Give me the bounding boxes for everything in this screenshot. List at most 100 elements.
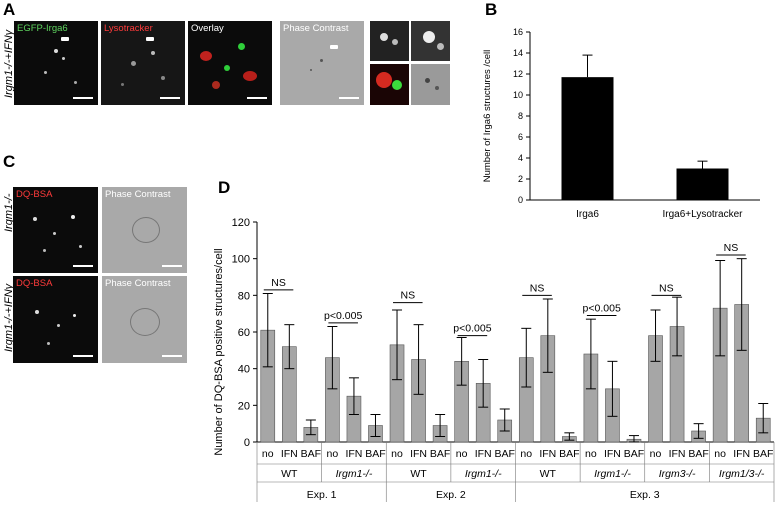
y-tick-label: 0 [518, 195, 523, 205]
x-tick-label: IFN [604, 448, 621, 460]
genotype-label: Irgm1-/- [594, 468, 631, 480]
x-tick-label: no [456, 448, 468, 460]
inset-lysotracker [411, 21, 450, 61]
genotype-label: WT [540, 468, 557, 480]
significance-label: p<0.005 [324, 310, 362, 322]
y-axis-title: Number of DQ-BSA positive structures/cel… [213, 248, 225, 455]
y-tick-label: 2 [518, 174, 523, 184]
x-tick-label: BAF [688, 448, 708, 460]
x-tick-label: IFN [539, 448, 556, 460]
bar [561, 77, 614, 200]
panel-letter-a: A [3, 0, 16, 19]
phase-contrast-label: Phase Contrast [283, 23, 349, 34]
x-tick-label: BAF [365, 448, 385, 460]
x-tick-label: no [585, 448, 597, 460]
phase-contrast-label: Phase Contrast [105, 278, 171, 289]
y-tick-label: 80 [238, 290, 250, 302]
egfp-irga6-label: EGFP-Irga6 [17, 23, 68, 34]
y-tick-label: 120 [232, 217, 250, 229]
arrow-icon [330, 45, 338, 49]
panel-letter-b: B [485, 0, 498, 19]
inset-overlay [370, 64, 409, 105]
x-tick-label: IFN [669, 448, 686, 460]
genotype-label: Irgm1-/- [336, 468, 373, 480]
scale-bar [73, 355, 93, 357]
x-tick-label: BAF [430, 448, 450, 460]
x-tick-label: BAF [495, 448, 515, 460]
x-tick-label: no [391, 448, 403, 460]
scale-bar [160, 97, 180, 99]
overlay-image: Overlay [188, 21, 272, 105]
y-tick-label: 16 [513, 27, 523, 37]
lysotracker-image: Lysotracker [101, 21, 185, 105]
lysotracker-label: Lysotracker [104, 23, 153, 34]
inset-egfp [370, 21, 409, 61]
y-tick-label: 4 [518, 153, 523, 163]
scale-bar [162, 355, 182, 357]
x-tick-label: no [714, 448, 726, 460]
significance-label: NS [724, 242, 739, 254]
panel-letter-d: D [218, 178, 231, 197]
x-tick-label: Irga6 [576, 209, 599, 220]
x-tick-label: BAF [559, 448, 579, 460]
chart-d: 0 20 40 60 80 100 120 Number of DQ-BSA positive… [213, 217, 775, 502]
y-tick-label: 20 [238, 400, 250, 412]
y-tick-label: 14 [513, 48, 523, 58]
x-tick-label: no [327, 448, 339, 460]
y-tick-label: 12 [513, 69, 523, 79]
y-tick-label: 60 [238, 327, 250, 339]
y-tick-label: 10 [513, 90, 523, 100]
genotype-label: Irgm1/3-/- [719, 468, 765, 480]
phase-contrast-image-c2: Phase Contrast [102, 276, 187, 363]
x-tick-label: IFN [345, 448, 362, 460]
y-tick-label: 0 [244, 437, 250, 449]
x-tick-label: no [520, 448, 532, 460]
experiment-label: Exp. 3 [630, 489, 660, 501]
x-tick-label: BAF [753, 448, 773, 460]
egfp-irga6-image: EGFP-Irga6 [14, 21, 98, 105]
x-tick-label: IFN [475, 448, 492, 460]
arrow-icon [61, 37, 69, 41]
scale-bar [73, 97, 93, 99]
phase-contrast-image-c1: Phase Contrast [102, 187, 187, 273]
dq-bsa-image-1: DQ-BSA [13, 187, 98, 273]
dq-bsa-label: DQ-BSA [16, 189, 53, 200]
significance-label: p<0.005 [453, 323, 491, 335]
y-tick-label: 40 [238, 364, 250, 376]
inset-phase [411, 64, 450, 105]
overlay-label: Overlay [191, 23, 224, 34]
phase-contrast-label: Phase Contrast [105, 189, 171, 200]
scale-bar [247, 97, 267, 99]
x-tick-label: no [650, 448, 662, 460]
significance-label: p<0.005 [583, 303, 621, 315]
genotype-label: Irgm1-/- [465, 468, 502, 480]
x-tick-label: IFN [281, 448, 298, 460]
x-tick-label: IFN [410, 448, 427, 460]
arrow-icon [146, 37, 154, 41]
significance-label: NS [400, 290, 415, 302]
y-axis-title: Number of Irga6 structures /cell [482, 50, 493, 183]
experiment-label: Exp. 2 [436, 489, 466, 501]
genotype-label: WT [281, 468, 298, 480]
x-tick-label: no [262, 448, 274, 460]
experiment-label: Exp. 1 [307, 489, 337, 501]
scale-bar [162, 265, 182, 267]
significance-label: NS [659, 282, 674, 294]
significance-label: NS [530, 282, 545, 294]
panel-letter-c: C [3, 152, 16, 171]
genotype-label: Irgm3-/- [659, 468, 696, 480]
chart-b: 0 2 4 6 8 10 12 14 16 Number of Irga6 structures … [482, 27, 760, 220]
genotype-label: WT [410, 468, 427, 480]
x-tick-label: BAF [301, 448, 321, 460]
significance-label: NS [271, 277, 286, 289]
x-tick-label: Irga6+Lysotracker [663, 209, 744, 220]
y-tick-label: 100 [232, 254, 250, 266]
phase-contrast-image-a: Phase Contrast [280, 21, 364, 105]
scale-bar [339, 97, 359, 99]
bar [676, 168, 729, 200]
y-tick-label: 8 [518, 111, 523, 121]
scale-bar [73, 265, 93, 267]
y-tick-label: 6 [518, 132, 523, 142]
dq-bsa-label: DQ-BSA [16, 278, 53, 289]
dq-bsa-image-2: DQ-BSA [13, 276, 98, 363]
